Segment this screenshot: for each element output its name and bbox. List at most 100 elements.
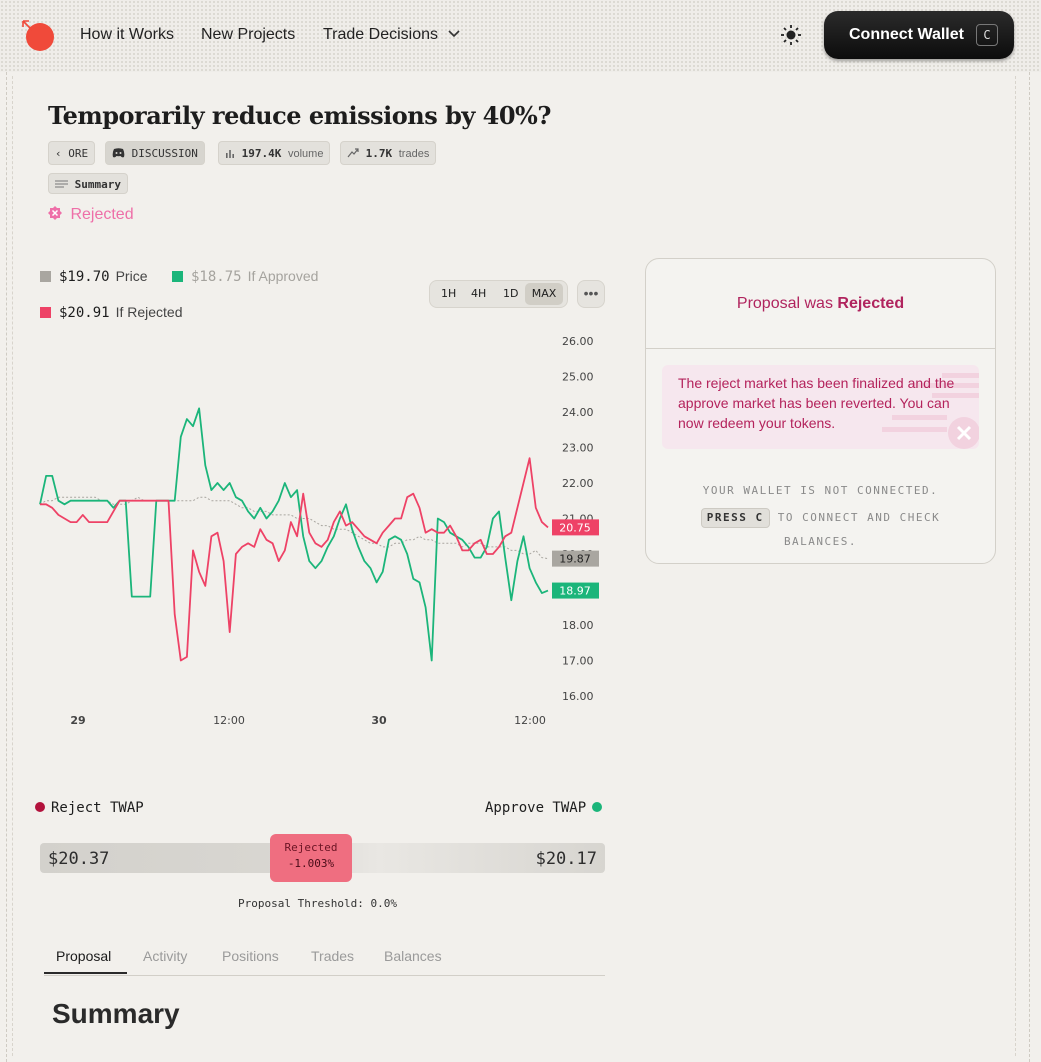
last-value-tag: [552, 582, 599, 599]
nav-new-projects[interactable]: New Projects: [201, 26, 296, 43]
y-tick-label: 24.00: [562, 406, 594, 419]
page-frame: [6, 72, 1030, 1062]
approve-twap-text: Approve TWAP: [485, 800, 587, 816]
discussion-chip[interactable]: DISCUSSION: [105, 141, 205, 165]
summary-chip[interactable]: Summary: [48, 173, 128, 194]
result-heading-status: Rejected: [837, 295, 905, 312]
active-tab-indicator: [44, 972, 127, 974]
approve-twap-value: $20.17: [535, 849, 597, 869]
tab-positions[interactable]: Positions: [222, 948, 279, 964]
proposal-tabs: Proposal Activity Positions Trades Balan…: [44, 948, 605, 976]
price-value: $19.70: [59, 269, 110, 285]
trades-label: trades: [398, 148, 430, 160]
y-tick-label: 17.00: [562, 655, 594, 668]
x-tick-label: 12:00: [213, 714, 245, 727]
redeem-notice-text: The reject market has been finalized and…: [678, 375, 955, 431]
twap-result-badge: Rejected -1.003%: [270, 834, 352, 882]
approved-label: If Approved: [247, 268, 319, 284]
more-horizontal-icon: •••: [583, 285, 599, 301]
sun-icon[interactable]: [780, 24, 802, 46]
last-value-label: 20.75: [559, 521, 591, 534]
connect-wallet-button[interactable]: Connect Wallet C: [824, 11, 1014, 59]
bar-chart-icon: [226, 150, 234, 158]
back-to-project-chip[interactable]: ‹ ORE: [48, 141, 96, 165]
y-tick-label: 26.00: [562, 335, 594, 348]
wallet-line-2: TO CONNECT AND CHECK: [777, 511, 941, 524]
y-tick-label: 25.00: [562, 371, 594, 384]
project-name: ORE: [68, 147, 89, 160]
price-chart: 26.0025.0024.0023.0022.0021.0020.0019.00…: [39, 335, 599, 727]
result-heading: Proposal was Rejected: [646, 259, 995, 349]
wallet-line-3: BALANCES.: [783, 535, 858, 548]
volume-value: 197.4K: [241, 147, 282, 160]
approved-value: $18.75: [191, 269, 242, 285]
legend-approved: $18.75 If Approved: [172, 268, 318, 285]
series-line-if-rejected: [40, 457, 549, 662]
timeframe-1d[interactable]: 1D: [503, 287, 519, 300]
proposal-result-card: Proposal was Rejected The reject market …: [645, 258, 996, 564]
series-line-price: [39, 496, 549, 560]
decorative-x-icon: [882, 373, 979, 449]
connect-wallet-label: Connect Wallet: [849, 26, 964, 43]
price-label: Price: [115, 268, 148, 284]
press-c-key[interactable]: PRESS C: [700, 508, 770, 528]
y-tick-label: 22.00: [562, 477, 594, 490]
rejected-value: $20.91: [59, 305, 110, 321]
tab-activity[interactable]: Activity: [143, 948, 188, 964]
list-icon: [55, 180, 68, 188]
tab-trades[interactable]: Trades: [311, 948, 355, 964]
x-tick-label: 29: [70, 714, 85, 727]
trend-up-icon: [347, 148, 359, 158]
last-value-label: 18.97: [559, 585, 591, 598]
status-badge: Rejected: [48, 206, 134, 224]
y-tick-label: 23.00: [562, 442, 594, 455]
approve-dot-icon: [592, 802, 603, 812]
summary-heading: Summary: [52, 998, 180, 1029]
logo-icon[interactable]: [22, 19, 56, 53]
reject-twap-value: $20.37: [48, 849, 110, 869]
redeem-notice: The reject market has been finalized and…: [662, 365, 979, 449]
y-tick-label: 16.00: [562, 690, 594, 703]
proposal-threshold: Proposal Threshold: 0.0%: [238, 897, 397, 910]
top-nav: How it Works New Projects Trade Decision…: [0, 0, 1041, 72]
timeframe-max[interactable]: MAX: [525, 283, 563, 305]
chevron-left-icon: ‹: [55, 147, 62, 160]
reject-twap-text: Reject TWAP: [51, 800, 144, 816]
nav-how-it-works[interactable]: How it Works: [80, 26, 174, 43]
wallet-status: YOUR WALLET IS NOT CONNECTED. PRESS C TO…: [646, 479, 995, 554]
wallet-line-1: YOUR WALLET IS NOT CONNECTED.: [702, 484, 939, 497]
volume-label: volume: [288, 148, 324, 160]
rejected-label: If Rejected: [115, 304, 183, 320]
price-swatch: [40, 271, 51, 282]
page-frame-inner: [12, 76, 1016, 1056]
timeframe-4h[interactable]: 4H: [471, 287, 487, 300]
result-heading-prefix: Proposal was: [736, 295, 833, 312]
timeframe-1h[interactable]: 1H: [441, 287, 457, 300]
status-text: Rejected: [70, 206, 134, 223]
page-title: Temporarily reduce emissions by 40%?: [48, 101, 551, 130]
twap-result-value: -1.003%: [287, 857, 335, 870]
last-value-label: 19.87: [559, 553, 591, 566]
x-tick-label: 30: [371, 714, 387, 727]
nav-trade-decisions[interactable]: Trade Decisions: [323, 26, 439, 43]
legend-rejected: $20.91 If Rejected: [40, 304, 183, 321]
discord-icon: [112, 148, 125, 158]
reject-dot-icon: [35, 802, 45, 812]
tab-balances[interactable]: Balances: [384, 948, 442, 964]
last-value-tag: [552, 519, 599, 536]
legend-price: $19.70 Price: [40, 268, 147, 285]
trades-chip: 1.7K trades: [340, 141, 437, 165]
series-line-if-approved: [39, 407, 549, 662]
x-tick-label: 12:00: [514, 714, 546, 727]
discussion-label: DISCUSSION: [131, 147, 198, 160]
approved-swatch: [172, 271, 183, 282]
more-options-button[interactable]: •••: [577, 280, 605, 308]
y-tick-label: 18.00: [562, 619, 594, 632]
rejected-swatch: [40, 307, 51, 318]
chevron-down-icon[interactable]: [448, 30, 460, 39]
twap-result-title: Rejected: [284, 841, 338, 854]
volume-chip: 197.4K volume: [218, 141, 331, 165]
tab-proposal[interactable]: Proposal: [56, 948, 112, 964]
rejected-badge-icon: [48, 206, 62, 220]
trades-value: 1.7K: [365, 147, 393, 160]
